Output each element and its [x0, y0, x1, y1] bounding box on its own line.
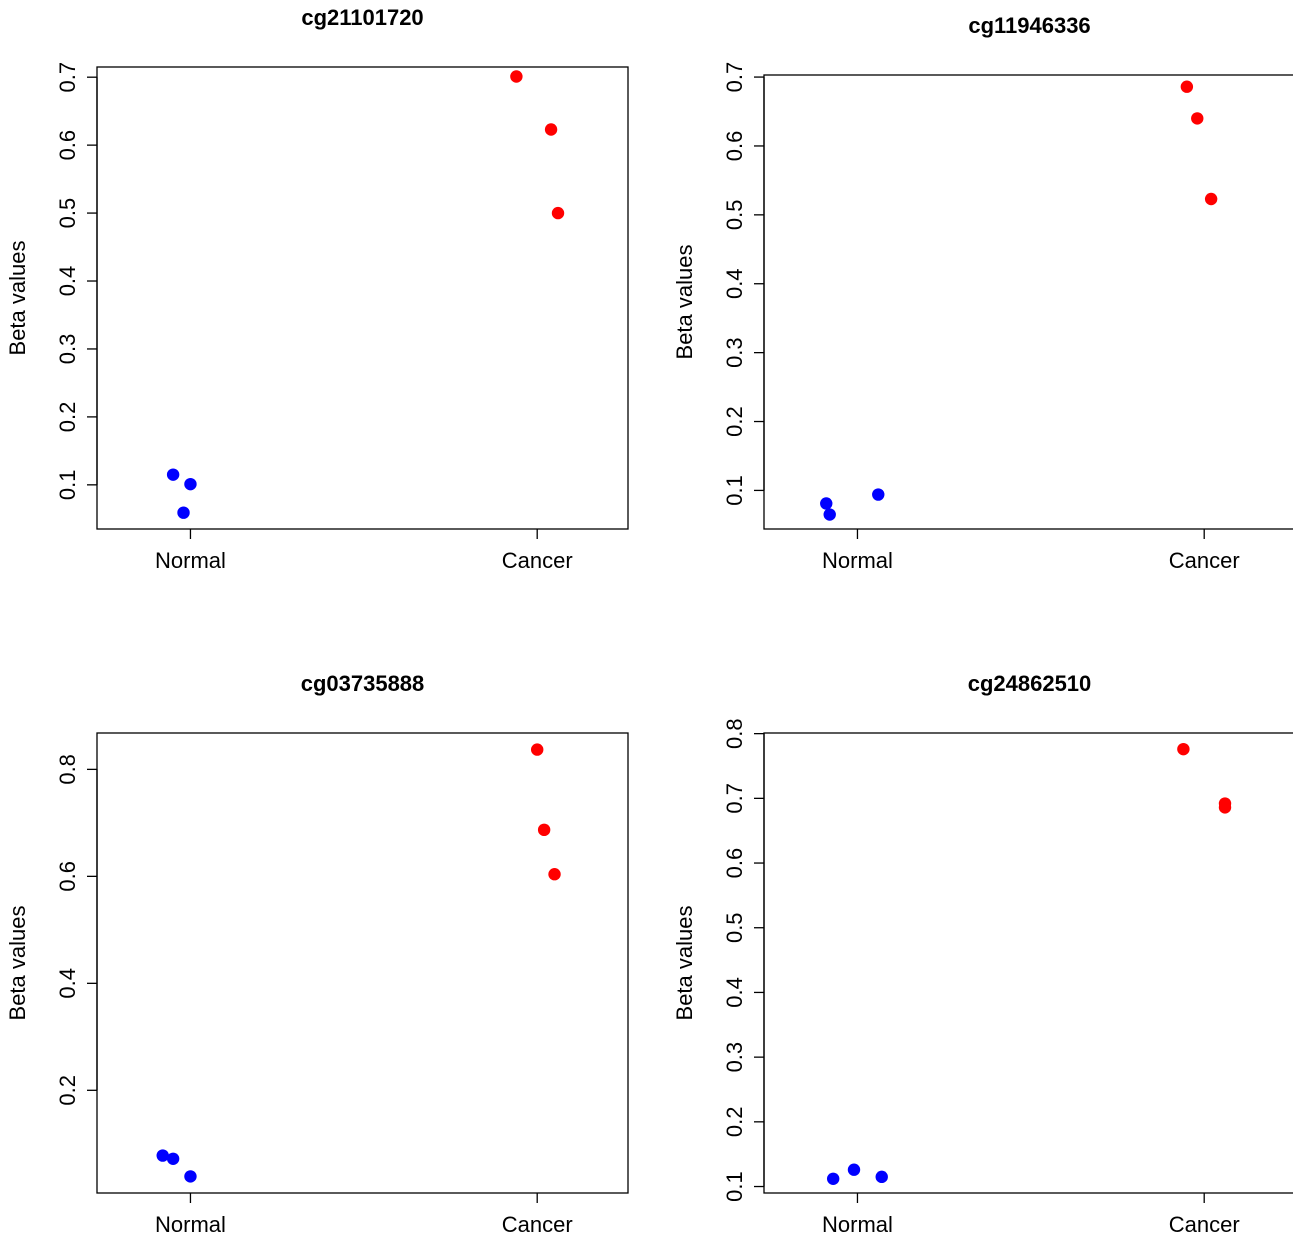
point-cancer	[1204, 192, 1218, 206]
y-tick-label: 0.6	[722, 131, 747, 162]
y-tick-label: 0.3	[722, 337, 747, 368]
x-tick-label-cancer: Cancer	[1169, 548, 1240, 573]
chart-title: cg11946336	[968, 13, 1090, 38]
y-tick-label: 0.7	[722, 783, 747, 814]
y-tick-label: 0.3	[55, 334, 80, 365]
x-tick-label-cancer: Cancer	[1169, 1212, 1240, 1237]
plot-frame	[763, 74, 1293, 530]
point-cancer	[1177, 742, 1190, 756]
x-tick-label-normal: Normal	[155, 548, 226, 573]
y-tick-label: 0.8	[55, 754, 80, 785]
point-normal	[823, 508, 836, 521]
point-normal	[166, 468, 180, 481]
point-normal	[156, 1149, 169, 1162]
chart-panel-4: cg24862510 0.1 0.2 0.3 0.4 0.5 0.6 0.7 0.8 Normal…	[672, 671, 1293, 1237]
y-tick-label: 0.1	[722, 475, 747, 506]
point-cancer	[551, 206, 565, 220]
point-normal	[177, 506, 190, 519]
y-tick-label: 0.4	[722, 977, 747, 1008]
chart-panel-1: cg21101720 0.1 0.2 0.3 0.4 0.5 0.6 0.7 Normal Can…	[5, 5, 629, 573]
point-cancer	[1191, 112, 1204, 125]
point-cancer	[1180, 80, 1194, 93]
point-normal	[826, 1172, 840, 1185]
point-cancer	[510, 70, 523, 83]
y-tick-label: 0.1	[55, 470, 80, 501]
point-normal	[847, 1163, 861, 1176]
chart-title: cg03735888	[301, 671, 425, 696]
y-tick-label: 0.8	[722, 718, 747, 749]
y-tick-label: 0.6	[55, 130, 80, 161]
x-tick-label-cancer: Cancer	[502, 1212, 573, 1237]
y-tick-label: 0.6	[722, 848, 747, 879]
point-normal	[184, 477, 197, 491]
y-tick-label: 0.5	[722, 912, 747, 943]
y-axis-label: Beta values	[672, 906, 697, 1021]
x-tick-label-normal: Normal	[155, 1212, 226, 1237]
point-cancer	[530, 743, 544, 756]
point-normal	[166, 1152, 180, 1165]
x-tick-label-normal: Normal	[822, 1212, 893, 1237]
y-axis-label: Beta values	[5, 906, 30, 1021]
y-tick-label: 0.7	[55, 62, 80, 93]
point-cancer	[548, 868, 561, 881]
x-tick-label-normal: Normal	[822, 548, 893, 573]
chart-title: cg24862510	[968, 671, 1092, 696]
y-tick-label: 0.5	[722, 200, 747, 231]
plot-frame	[96, 66, 629, 530]
point-normal	[184, 1170, 197, 1183]
y-tick-label: 0.6	[55, 861, 80, 892]
point-normal	[820, 497, 833, 510]
chart-title: cg21101720	[301, 5, 423, 30]
y-tick-label: 0.3	[722, 1042, 747, 1073]
point-cancer	[1218, 801, 1232, 814]
y-tick-label: 0.2	[722, 406, 747, 437]
y-tick-label: 0.2	[55, 402, 80, 433]
plot-frame	[96, 732, 629, 1194]
point-cancer	[537, 823, 551, 837]
y-axis-label: Beta values	[5, 241, 30, 356]
y-tick-label: 0.4	[722, 268, 747, 299]
y-tick-label: 0.2	[722, 1107, 747, 1138]
y-tick-label: 0.4	[55, 266, 80, 297]
y-axis-label: Beta values	[672, 245, 697, 360]
y-tick-label: 0.7	[722, 62, 747, 93]
point-cancer	[544, 123, 558, 136]
point-normal	[872, 488, 885, 501]
x-tick-label-cancer: Cancer	[502, 548, 573, 573]
chart-panel-2: cg11946336 0.1 0.2 0.3 0.4 0.5 0.6 0.7 Normal Can…	[672, 13, 1293, 573]
chart-panel-3: cg03735888 0.2 0.4 0.6 0.8 Normal Cancer Beta v…	[5, 671, 629, 1237]
y-tick-label: 0.5	[55, 198, 80, 229]
plot-frame	[763, 732, 1293, 1194]
point-normal	[875, 1170, 888, 1184]
y-tick-label: 0.1	[722, 1171, 747, 1202]
y-tick-label: 0.2	[55, 1075, 80, 1106]
y-tick-label: 0.4	[55, 968, 80, 999]
